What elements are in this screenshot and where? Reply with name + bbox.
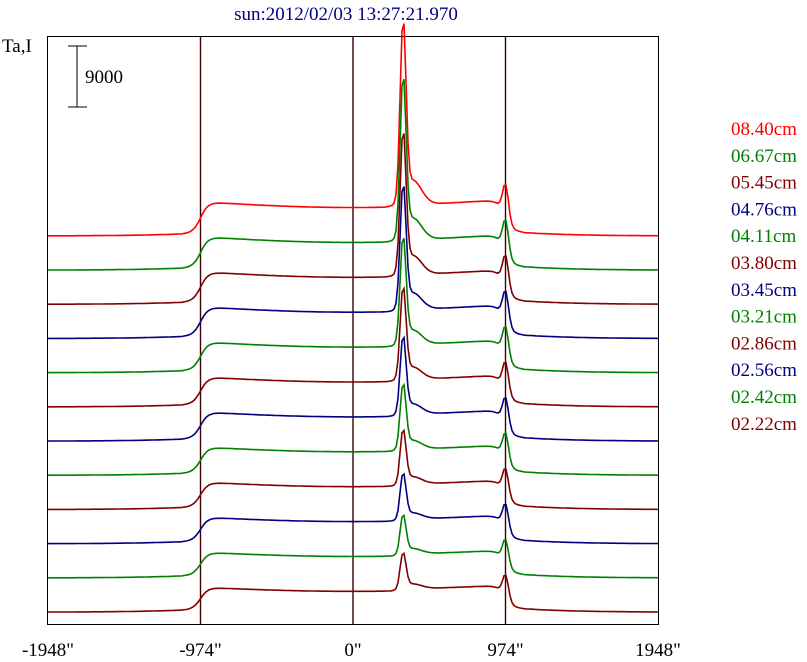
series-curves xyxy=(47,23,659,613)
series-curve-03.80cm xyxy=(47,285,659,408)
series-curve-03.21cm xyxy=(47,382,659,477)
legend-entry: 02.86cm xyxy=(731,333,797,354)
legend-entry: 08.40cm xyxy=(731,119,797,140)
x-tick-label: -1948" xyxy=(22,640,74,661)
legend-entry: 04.76cm xyxy=(731,199,797,220)
legend-entry: 02.42cm xyxy=(731,387,797,408)
legend: 08.40cm 06.67cm 05.45cm 04.76cm 04.11cm 03.80… xyxy=(731,119,797,435)
scale-bar: 9000 xyxy=(68,45,123,108)
x-tick-label: 1948" xyxy=(635,640,681,661)
series-curve-02.22cm xyxy=(47,551,659,613)
series-curve-05.45cm xyxy=(47,133,659,306)
x-tick-label: -974" xyxy=(179,640,222,661)
series-curve-08.40cm xyxy=(47,23,659,237)
legend-entry: 06.67cm xyxy=(731,146,797,167)
x-tick-label: 974" xyxy=(487,640,523,661)
series-curve-03.45cm xyxy=(47,335,659,442)
reference-lines xyxy=(199,37,507,624)
legend-entry: 05.45cm xyxy=(731,173,797,194)
chart-title: sun:2012/02/03 13:27:21.970 xyxy=(234,4,458,25)
series-curve-02.56cm xyxy=(47,472,659,545)
legend-entry: 03.45cm xyxy=(731,280,797,301)
y-axis-label: Ta,I xyxy=(2,36,32,57)
series-curve-04.11cm xyxy=(47,237,659,374)
series-curve-02.86cm xyxy=(47,428,659,511)
x-tick-labels: -1948" -974" 0" 974" 1948" xyxy=(22,640,681,661)
scale-bar-label: 9000 xyxy=(85,67,123,88)
legend-entry: 03.21cm xyxy=(731,307,797,328)
plot-frame xyxy=(47,36,659,625)
legend-entry: 04.11cm xyxy=(731,226,796,247)
legend-entry: 02.56cm xyxy=(731,360,797,381)
series-curve-06.67cm xyxy=(47,78,659,271)
series-curve-02.42cm xyxy=(47,513,659,579)
legend-entry: 03.80cm xyxy=(731,253,797,274)
x-tick-label: 0" xyxy=(344,640,361,661)
legend-entry: 02.22cm xyxy=(731,414,797,435)
series-curve-04.76cm xyxy=(47,186,659,340)
